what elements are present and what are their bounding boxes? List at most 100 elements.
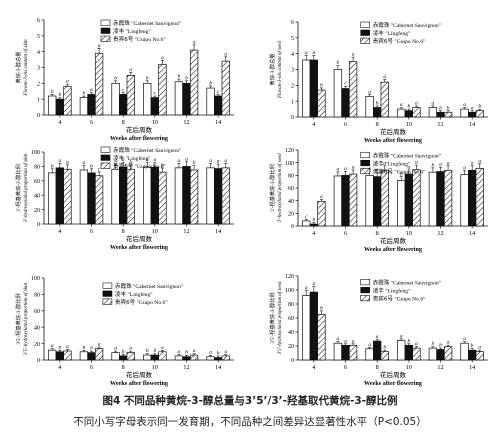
bar xyxy=(221,60,230,116)
x-tick-label: 4 xyxy=(58,119,61,126)
legend-label: 贵宾6号 "Guipo No.6" xyxy=(373,167,426,175)
significance-letter: a xyxy=(368,89,371,95)
y-tick-label: 40 xyxy=(288,330,294,336)
bar xyxy=(397,108,406,118)
significance-letter: a xyxy=(114,346,117,352)
y-tick-label: 100 xyxy=(285,288,294,294)
significance-letter: a xyxy=(463,336,466,342)
significance-letter: a xyxy=(447,160,450,166)
significance-letter: b xyxy=(432,341,435,347)
bar xyxy=(373,107,382,118)
x-tick-label: 14 xyxy=(215,364,221,371)
bar xyxy=(126,168,135,225)
legend: 赤霞珠 "Cabernet Sauvignon"凌丰 "Lingfeng"贵宾6… xyxy=(102,282,183,306)
significance-letter: a xyxy=(98,43,101,49)
bar xyxy=(94,348,104,361)
significance-letter: b xyxy=(90,87,93,93)
significance-letter: a xyxy=(471,160,474,166)
x-tick-label: 14 xyxy=(215,119,221,126)
significance-letter: a xyxy=(178,349,181,355)
legend-swatch xyxy=(360,151,371,159)
bar xyxy=(206,356,215,361)
significance-letter: b xyxy=(193,160,196,166)
bar xyxy=(302,220,311,227)
bar xyxy=(341,88,350,118)
significance-letter: b xyxy=(58,345,61,351)
significance-letter: b xyxy=(320,82,323,88)
bar xyxy=(63,168,72,225)
bar xyxy=(302,59,311,118)
significance-letter: a xyxy=(463,165,466,171)
bar xyxy=(55,98,64,116)
bar xyxy=(380,81,389,118)
x-tick-label: 6 xyxy=(90,228,93,235)
y-tick-label: 3 xyxy=(291,68,294,74)
significance-letter: a xyxy=(415,160,418,166)
significance-letter: c xyxy=(344,81,347,87)
bar xyxy=(55,351,64,361)
bar xyxy=(333,69,343,118)
legend: 赤霞珠 "Cabernet Sauvignon"凌丰 "Lingfeng"贵宾6… xyxy=(360,278,441,302)
y-axis-label: Flavan-3-ols content of skin xyxy=(24,39,29,97)
legend-swatch xyxy=(360,37,371,44)
significance-letter: a xyxy=(193,348,196,354)
bar xyxy=(143,166,152,225)
y-tick-label: 1 xyxy=(291,99,294,105)
legend-swatch xyxy=(100,154,111,161)
significance-letter: a xyxy=(312,50,315,56)
y-axis-label: 3'5'-hydroxylated proportion of seed xyxy=(278,281,283,354)
bar xyxy=(111,352,120,361)
significance-letter: a xyxy=(312,281,315,287)
significance-letter: a xyxy=(400,333,403,339)
bar xyxy=(436,349,445,361)
significance-letter: b xyxy=(153,348,156,354)
bar xyxy=(174,81,184,116)
significance-letter: a xyxy=(217,159,220,165)
legend-label: 凌丰 "Lingfeng" xyxy=(113,154,151,162)
y-tick-label: 6 xyxy=(37,18,40,24)
legend-label: 赤霞珠 "Cabernet Sauvignon" xyxy=(113,19,181,27)
x-tick-label: 12 xyxy=(183,119,189,126)
x-tick-label: 4 xyxy=(58,364,61,371)
y-axis-label: Flavan-3-ols content of seed xyxy=(278,40,283,99)
bar xyxy=(436,171,445,227)
significance-letter: a xyxy=(352,52,355,58)
x-axis-label: Weeks after flowering xyxy=(110,244,169,251)
bar xyxy=(348,61,358,118)
significance-letter: a xyxy=(415,341,418,347)
significance-letter: c xyxy=(217,89,220,95)
legend-label: 赤霞珠 "Cabernet Sauvignon" xyxy=(373,21,441,29)
significance-letter: a xyxy=(337,336,340,342)
y-tick-label: 4 xyxy=(291,52,294,58)
legend-swatch xyxy=(360,21,371,28)
x-axis-label-cn: 花后周数 xyxy=(380,127,407,136)
y-tick-label: 20 xyxy=(288,344,294,350)
bar xyxy=(302,295,311,361)
bar xyxy=(87,352,96,361)
significance-letter: b xyxy=(90,346,93,352)
y-tick-label: 100 xyxy=(285,161,294,167)
significance-letter: b xyxy=(83,91,86,97)
significance-letter: b xyxy=(478,104,481,110)
bar xyxy=(48,95,57,116)
legend-swatch xyxy=(360,287,371,294)
y-tick-label: 0 xyxy=(291,115,294,121)
bar xyxy=(460,342,469,361)
bar xyxy=(475,168,484,227)
significance-letter: a xyxy=(146,157,149,163)
legend-swatch xyxy=(360,295,371,302)
legend-swatch xyxy=(100,19,111,26)
y-tick-label: 120 xyxy=(285,148,294,154)
significance-letter: a xyxy=(66,79,69,85)
significance-letter: a xyxy=(344,338,347,344)
bar xyxy=(214,357,223,361)
significance-letter: a xyxy=(129,67,132,73)
y-tick-label: 0 xyxy=(291,358,294,364)
bar xyxy=(404,173,413,227)
significance-letter: b xyxy=(407,338,410,344)
bar xyxy=(373,176,382,227)
x-axis-label: Weeks after flowering xyxy=(110,380,169,387)
y-tick-label: 1 xyxy=(37,97,40,103)
